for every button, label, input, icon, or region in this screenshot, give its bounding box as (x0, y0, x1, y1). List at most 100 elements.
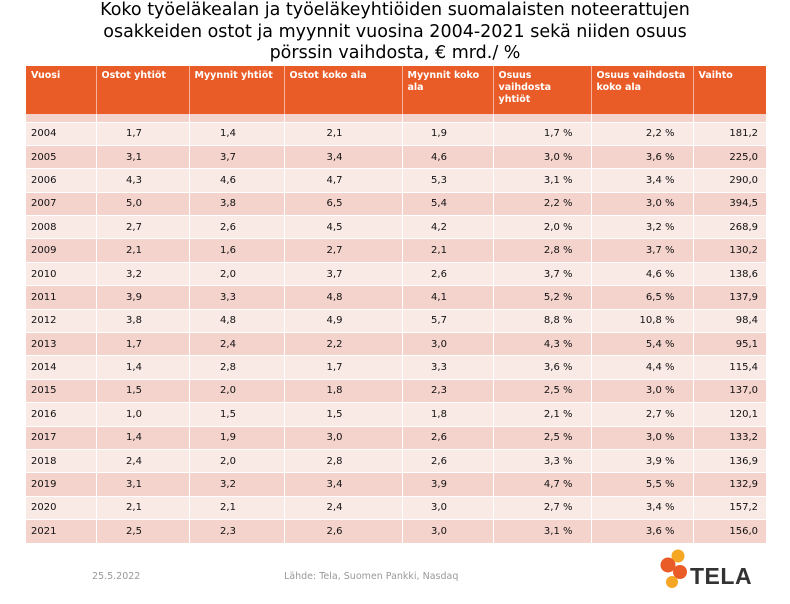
table-cell: 2,4 (189, 332, 285, 357)
table-cell: 1,5 (284, 402, 403, 427)
logo-dot-orange-right (673, 565, 687, 579)
table-cell: 10,8 % (591, 309, 694, 334)
table-cell: 2,8 (284, 449, 403, 474)
title-line-3: pörssin vaihdosta, € mrd./ % (269, 43, 521, 63)
table-cell: 2,0 % (493, 215, 592, 240)
table-cell: 98,4 (693, 309, 766, 334)
table-cell: 181,2 (693, 122, 766, 146)
table-row: 2020 2,1 2,1 2,4 3,0 2,7 % 3,4 % 157,2 (26, 496, 766, 521)
table-cell: 3,2 (96, 262, 190, 287)
table-cell: 3,0 (402, 519, 494, 544)
table-cell: 2006 (26, 168, 97, 193)
spacer-cell (591, 114, 694, 123)
table-cell: 2014 (26, 355, 97, 380)
table-cell: 157,2 (693, 496, 766, 521)
table-cell: 2,6 (284, 519, 403, 544)
table-cell: 2,6 (402, 426, 494, 450)
table-cell: 133,2 (693, 426, 766, 450)
table-cell: 137,0 (693, 379, 766, 404)
table-cell: 2013 (26, 332, 97, 357)
table-row: 2021 2,5 2,3 2,6 3,0 3,1 % 3,6 % 156,0 (26, 519, 766, 544)
table-cell: 3,1 (96, 472, 190, 497)
table-cell: 2,3 (402, 379, 494, 404)
spacer-cell (693, 114, 766, 123)
table-cell: 2010 (26, 262, 97, 287)
table-cell: 5,5 % (591, 472, 694, 497)
table-cell: 5,0 (96, 192, 190, 217)
column-header: Myynnit yhtiöt (189, 66, 285, 114)
table-cell: 8,8 % (493, 309, 592, 334)
spacer-cell (493, 114, 592, 123)
table-cell: 2004 (26, 122, 97, 146)
table-row: 2005 3,1 3,7 3,4 4,6 3,0 % 3,6 % 225,0 (26, 145, 766, 170)
table-cell: 5,4 % (591, 332, 694, 357)
table-cell: 2019 (26, 472, 97, 497)
table-cell: 1,4 (96, 426, 190, 450)
table-cell: 2,0 (189, 262, 285, 287)
table-cell: 1,7 (284, 355, 403, 380)
table-row: 2008 2,7 2,6 4,5 4,2 2,0 % 3,2 % 268,9 (26, 215, 766, 240)
table-cell: 1,6 (189, 238, 285, 263)
table-cell: 4,6 (189, 168, 285, 193)
table-cell: 3,7 % (591, 238, 694, 263)
table-cell: 2018 (26, 449, 97, 474)
column-header: Ostot koko ala (284, 66, 403, 114)
table-cell: 3,6 % (493, 355, 592, 380)
table-cell: 3,9 (96, 285, 190, 310)
table-row: 2014 1,4 2,8 1,7 3,3 3,6 % 4,4 % 115,4 (26, 355, 766, 380)
table-cell: 268,9 (693, 215, 766, 240)
table-cell: 4,3 (96, 168, 190, 193)
table-cell: 2,5 (96, 519, 190, 544)
table-cell: 115,4 (693, 355, 766, 380)
table-header-row: Vuosi Ostot yhtiöt Myynnit yhtiöt Ostot kok… (26, 66, 766, 114)
table-cell: 2,4 (96, 449, 190, 474)
table-cell: 2,1 (189, 496, 285, 521)
table-cell: 2,8 (189, 355, 285, 380)
table-cell: 2009 (26, 238, 97, 263)
table-cell: 1,7 (96, 332, 190, 357)
spacer-cell (189, 114, 285, 123)
table-cell: 1,4 (96, 355, 190, 380)
spacer-cell (96, 114, 190, 123)
table-cell: 2007 (26, 192, 97, 217)
table-cell: 5,3 (402, 168, 494, 193)
table-cell: 3,0 (402, 496, 494, 521)
table-body: 2004 1,7 1,4 2,1 1,9 1,7 % 2,2 % 181,2 2005 3,1 3,… (26, 114, 766, 544)
column-header: Vaihto (693, 66, 766, 114)
table-cell: 2,2 % (591, 122, 694, 146)
table-cell: 4,2 (402, 215, 494, 240)
table-cell: 5,2 % (493, 285, 592, 310)
table-cell: 136,9 (693, 449, 766, 474)
table-cell: 2,2 % (493, 192, 592, 217)
table-cell: 4,9 (284, 309, 403, 334)
table-cell: 4,6 (402, 145, 494, 170)
table-cell: 2015 (26, 379, 97, 404)
table-cell: 2,1 % (493, 402, 592, 427)
table-cell: 5,4 (402, 192, 494, 217)
table-cell: 3,1 % (493, 519, 592, 544)
table-header: Vuosi Ostot yhtiöt Myynnit yhtiöt Ostot kok… (26, 66, 766, 114)
table-cell: 3,0 (402, 332, 494, 357)
column-header: Myynnit koko ala (402, 66, 494, 114)
table-cell: 2021 (26, 519, 97, 544)
table-cell: 4,7 (284, 168, 403, 193)
table-cell: 2012 (26, 309, 97, 334)
table-cell: 3,3 (189, 285, 285, 310)
table-cell: 2,1 (402, 238, 494, 263)
table-cell: 3,0 (284, 426, 403, 450)
table-cell: 3,9 (402, 472, 494, 497)
table-cell: 2,7 (284, 238, 403, 263)
table-cell: 5,7 (402, 309, 494, 334)
table-cell: 3,1 % (493, 168, 592, 193)
table-cell: 4,7 % (493, 472, 592, 497)
table-cell: 2,5 % (493, 426, 592, 450)
table-cell: 156,0 (693, 519, 766, 544)
table-cell: 2005 (26, 145, 97, 170)
table-cell: 2,6 (189, 215, 285, 240)
logo-dot-orange-left (660, 557, 676, 573)
table-cell: 3,7 (189, 145, 285, 170)
table-cell: 2,0 (189, 449, 285, 474)
table-row: 2016 1,0 1,5 1,5 1,8 2,1 % 2,7 % 120,1 (26, 402, 766, 427)
table-cell: 2,8 % (493, 238, 592, 263)
spacer-cell (402, 114, 494, 123)
